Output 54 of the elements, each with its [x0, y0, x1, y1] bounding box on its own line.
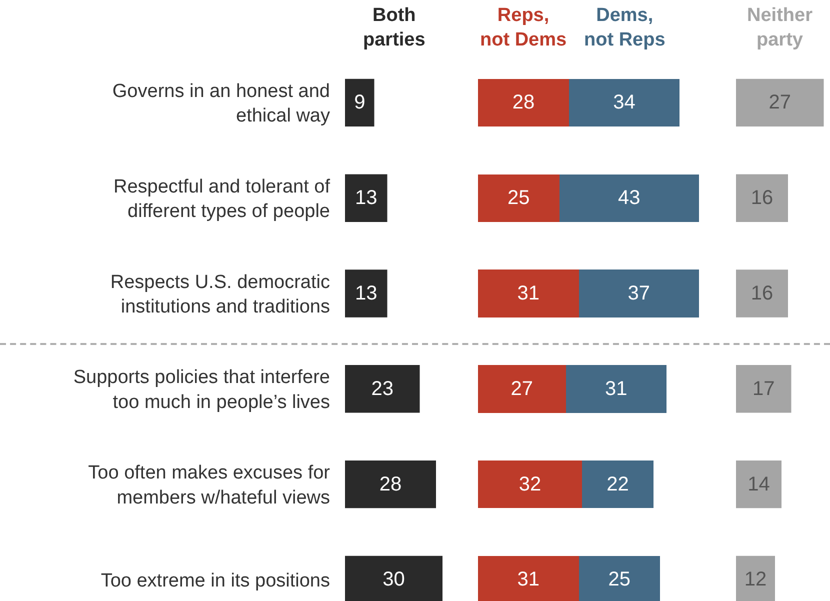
y-tick-label: Supports policies that interfere too much in people’s lives: [73, 367, 330, 413]
data-label: 13: [355, 187, 378, 210]
bar: [578, 270, 699, 318]
data-label: 31: [517, 568, 540, 591]
data-label: 25: [508, 187, 530, 210]
y-tick-label: Governs in an honest and ethical way: [112, 81, 330, 127]
bar: [345, 270, 388, 318]
data-label: 17: [752, 378, 775, 400]
data-label: 32: [518, 473, 542, 496]
y-tick-label: Too extreme in its positions: [100, 570, 330, 592]
bar: [478, 365, 566, 413]
data-label: 37: [628, 282, 650, 304]
bar: [345, 174, 388, 222]
data-label: 9: [354, 92, 366, 114]
bar: [478, 78, 569, 127]
data-label: 27: [510, 378, 533, 400]
chart-title: Neither party: [747, 5, 814, 51]
chart-title: Both parties: [363, 5, 426, 51]
bar: [478, 270, 579, 318]
bar: [736, 78, 824, 127]
data-label: 14: [748, 473, 770, 496]
bar: [569, 78, 680, 127]
data-label: 16: [750, 187, 774, 210]
bar: [736, 365, 792, 413]
bar: [478, 460, 582, 508]
data-label: 28: [512, 92, 535, 114]
bar: [736, 174, 788, 222]
data-label: 28: [379, 473, 402, 496]
data-label: 23: [371, 378, 394, 400]
bar: [345, 365, 420, 413]
bar: [345, 78, 374, 127]
data-label: 25: [608, 568, 630, 591]
series-label: Reps, not Dems: [480, 5, 567, 51]
y-tick-label: Respectful and tolerant of different types of people: [113, 176, 331, 222]
series-label: Dems, not Reps: [584, 5, 666, 51]
data-label: 13: [355, 282, 378, 304]
data-label: 27: [768, 92, 791, 114]
bar: [478, 174, 560, 222]
bar: [736, 460, 782, 508]
data-label: 31: [517, 282, 540, 304]
data-label: 16: [750, 282, 774, 304]
bar: [566, 365, 666, 413]
data-label: 34: [613, 92, 636, 114]
bar: [559, 174, 699, 222]
data-label: 12: [744, 568, 767, 591]
y-tick-label: Too often makes excuses for members w/hateful views: [88, 462, 331, 508]
bar: [345, 460, 436, 508]
data-label: 43: [618, 187, 640, 210]
y-tick-label: Respects U.S. democratic institutions and traditions: [110, 272, 330, 318]
data-label: 22: [606, 473, 629, 496]
bar: [736, 270, 788, 318]
data-label: 30: [382, 568, 405, 591]
data-label: 31: [605, 378, 628, 400]
bar: [582, 460, 654, 508]
